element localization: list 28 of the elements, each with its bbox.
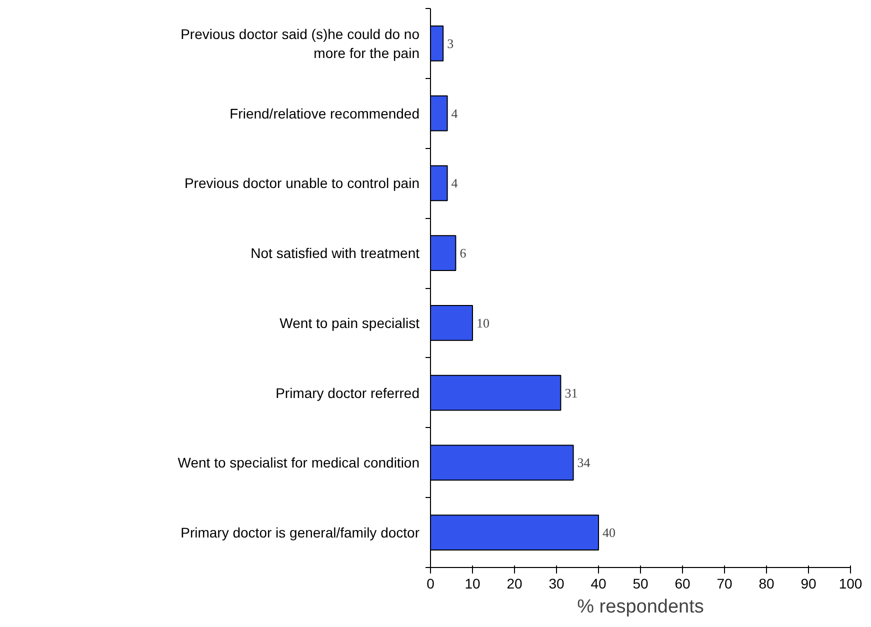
- data-label: 4: [451, 106, 458, 121]
- x-tick-label: 80: [758, 576, 774, 592]
- y-tick-label: Previous doctor said (s)he could do no more for the pain: [180, 26, 420, 62]
- y-tick-label: Went to specialist for medical condition: [178, 454, 420, 471]
- y-tick-label: Friend/relatiove recommended: [230, 105, 420, 122]
- x-tick-label: 40: [590, 576, 606, 592]
- data-label: 40: [602, 525, 616, 540]
- x-axis-title: % respondents: [577, 596, 704, 618]
- x-tick-label: 60: [674, 576, 690, 592]
- data-label: 4: [451, 176, 458, 191]
- y-tick-label: Primary doctor referred: [276, 384, 420, 401]
- data-label: 34: [577, 455, 591, 470]
- data-label: 10: [476, 315, 490, 330]
- x-tick-label: 10: [464, 576, 480, 592]
- data-label: 3: [447, 36, 454, 51]
- data-label: 6: [460, 246, 467, 261]
- x-tick-label: 50: [632, 576, 648, 592]
- x-tick-label: 0: [426, 576, 435, 592]
- y-tick-label: Previous doctor unable to control pain: [184, 175, 420, 192]
- x-tick-label: 100: [838, 576, 862, 592]
- y-tick-label: Primary doctor is general/family doctor: [180, 524, 420, 541]
- x-tick-label: 90: [800, 576, 816, 592]
- data-label: 31: [564, 385, 578, 400]
- x-tick-label: 20: [506, 576, 522, 592]
- x-tick-label: 70: [716, 576, 732, 592]
- x-tick-label: 30: [548, 576, 564, 592]
- y-tick-label: Not satisfied with treatment: [250, 245, 420, 262]
- y-tick-label: Went to pain specialist: [280, 314, 420, 331]
